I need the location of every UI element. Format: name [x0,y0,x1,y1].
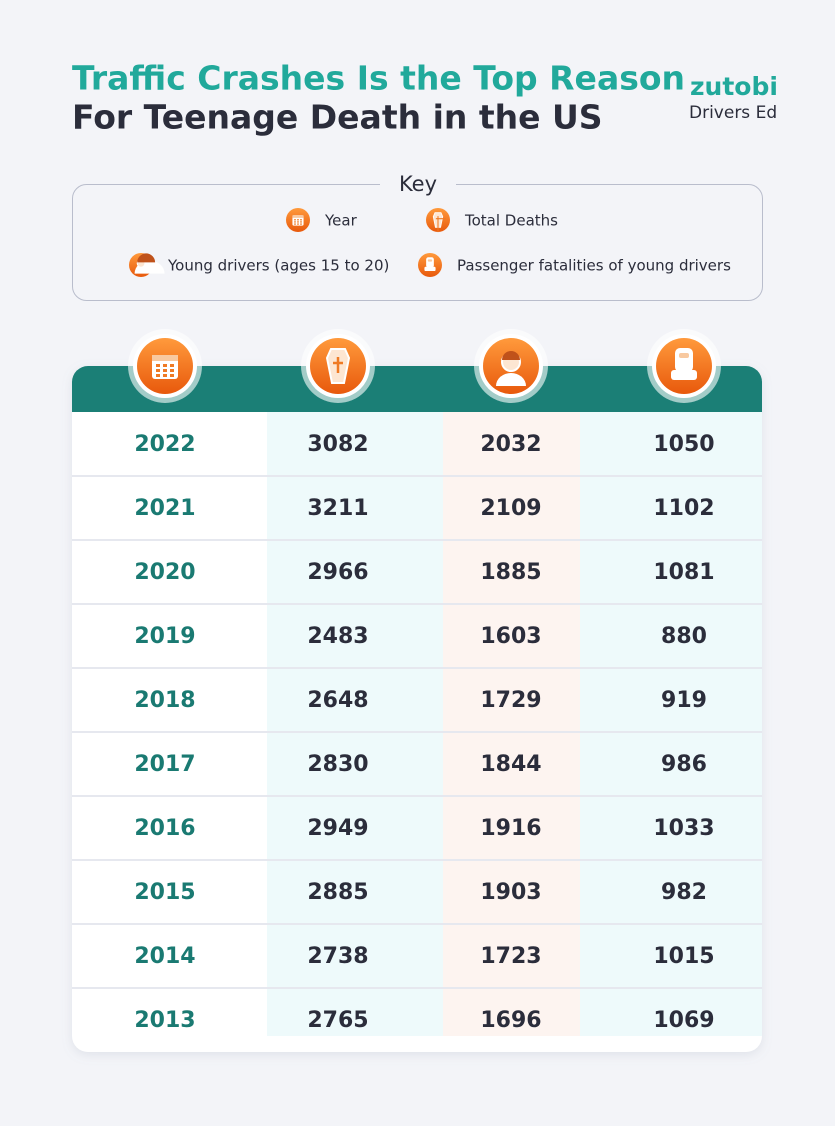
table-cell: 2022 [134,432,195,457]
table-cell: 2765 [307,1008,368,1033]
icon-glyph [427,259,433,262]
key-item-label: Total Deaths [464,212,558,230]
key-item-label: Year [324,212,358,230]
table-cell: 1069 [653,1008,714,1033]
icon-glyph [170,369,174,372]
icon-glyph [297,221,299,223]
table-cell: 2019 [134,624,195,649]
key-item-label: Passenger fatalities of young drivers [457,257,731,275]
icon-glyph [496,373,526,386]
table-cell: 2966 [307,560,368,585]
icon-glyph [297,223,299,225]
icon-glyph [156,369,160,372]
icon-glyph [170,364,174,367]
icon-glyph [333,357,343,373]
key-item-label: Young drivers (ages 15 to 20) [167,257,389,275]
table-cell: 1723 [480,944,541,969]
icon [474,329,548,403]
table-cell: 2021 [134,496,195,521]
icon [128,329,202,403]
icon-glyph [502,351,520,360]
icon-glyph [426,257,434,268]
icon-glyph [679,353,689,358]
table-cell: 2014 [134,944,195,969]
icon [426,208,450,233]
table-cell: 2017 [134,752,195,777]
logo-product: Drivers Ed [689,103,777,123]
table-cell: 2830 [307,752,368,777]
icon-glyph [435,216,446,233]
table-cell: 2015 [134,880,195,905]
icon-glyph [300,221,302,223]
table-cell: 2018 [134,688,195,713]
table-cell: 1081 [653,560,714,585]
icon-glyph [294,221,296,223]
icon [301,329,375,403]
icon-glyph [170,374,174,377]
table-cell: 2032 [480,432,541,457]
column-band [580,412,762,1036]
table-cell: 1033 [653,816,714,841]
icon-glyph [163,369,167,372]
title-line-2: For Teenage Death in the US [72,98,603,137]
key-title-bg [380,172,456,198]
table-cell: 1916 [480,816,541,841]
table-cell: 1729 [480,688,541,713]
icon-glyph [163,364,167,367]
table-cell: 1050 [653,432,714,457]
table-cell: 2020 [134,560,195,585]
table-cell: 1603 [480,624,541,649]
table-cell: 2483 [307,624,368,649]
icon [129,253,165,277]
icon-glyph [152,355,178,361]
icon-glyph [300,223,302,225]
icon-glyph [163,374,167,377]
table-cell: 1015 [653,944,714,969]
icon-glyph [671,370,697,380]
icon [647,329,721,403]
table-cell: 919 [661,688,707,713]
icon-glyph [675,348,693,372]
icon [418,253,442,277]
icon-glyph [294,219,296,221]
table-cell: 2109 [480,496,541,521]
icon [286,208,310,232]
table-cell: 2013 [134,1008,195,1033]
table-cell: 1903 [480,880,541,905]
icon-glyph [292,215,304,218]
icon-glyph [137,253,156,263]
table-cell: 1696 [480,1008,541,1033]
table-cell: 982 [661,880,707,905]
table-header [72,366,762,412]
icon-glyph [424,266,436,271]
icon-glyph [156,364,160,367]
table-cell: 2738 [307,944,368,969]
icon-glyph [156,374,160,377]
column-band [267,412,443,1036]
table-cell: 3082 [307,432,368,457]
column-band [443,412,580,1036]
table-cell: 1844 [480,752,541,777]
content: Year Total Deaths Young drivers (ages 15 t… [72,208,762,1036]
table-cell: 1102 [653,496,714,521]
table-cell: 2949 [307,816,368,841]
table-cell: 3211 [307,496,368,521]
table-cell: 880 [661,624,707,649]
table-cell: 2885 [307,880,368,905]
title-line-1: Traffic Crashes Is the Top Reason [72,59,685,98]
icon-glyph [294,223,296,225]
table-cell: 2648 [307,688,368,713]
icon-glyph [300,219,302,221]
key-title: Key [399,172,437,196]
icon-glyph [297,219,299,221]
logo-brand: zutobi [690,72,778,101]
table-cell: 2016 [134,816,195,841]
table-cell: 1885 [480,560,541,585]
table-cell: 986 [661,752,707,777]
